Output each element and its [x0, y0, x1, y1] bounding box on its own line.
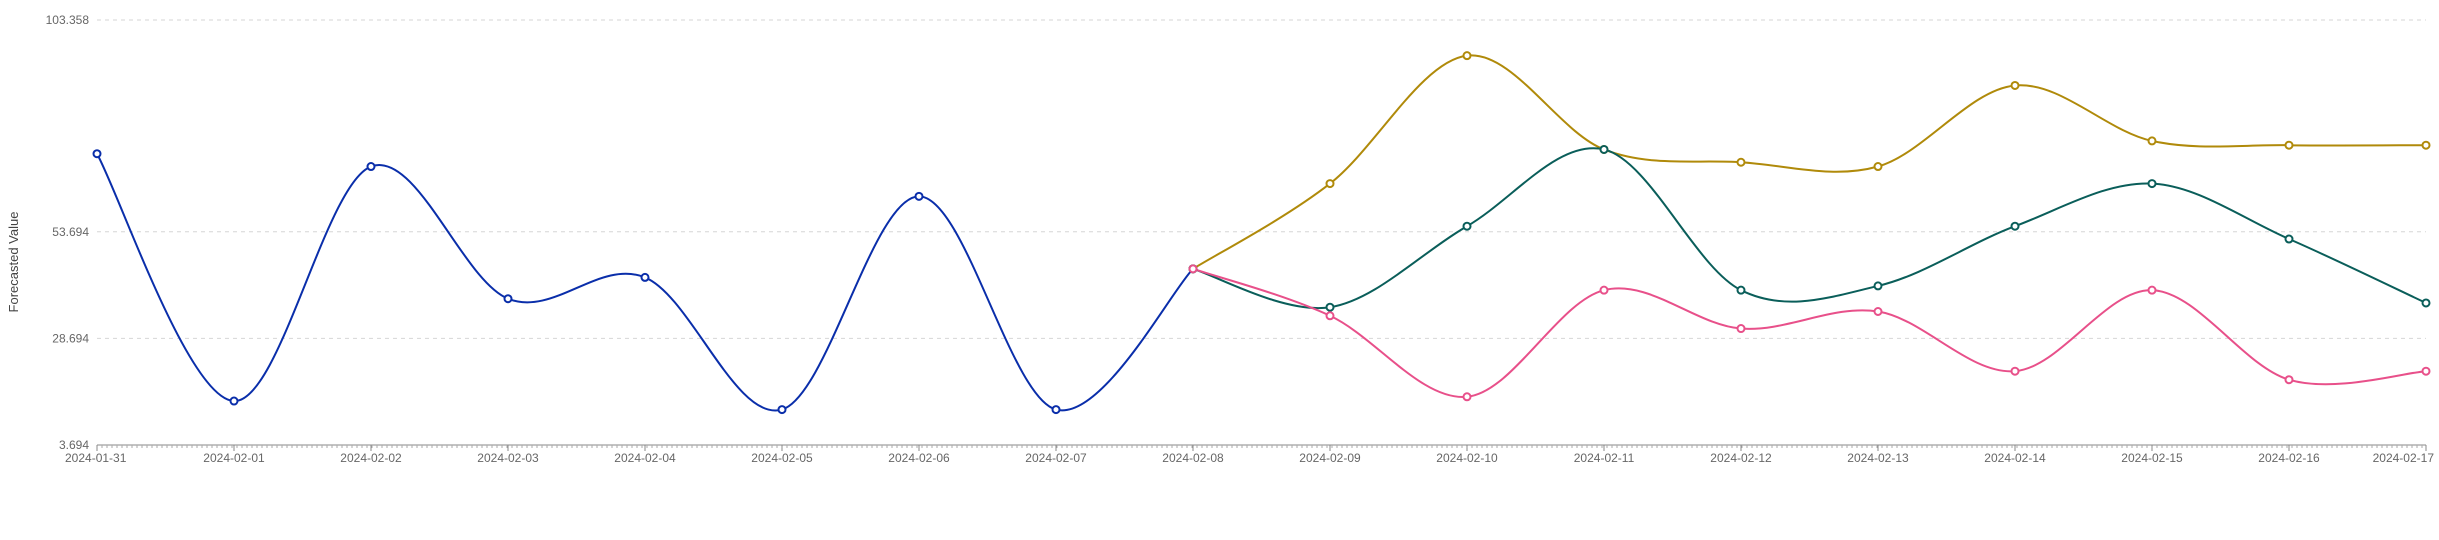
- y-tick-label: 3.694: [59, 438, 89, 452]
- x-tick-label: 2024-02-03: [477, 451, 539, 465]
- x-tick-label: 2024-02-06: [888, 451, 950, 465]
- data-point-series-1[interactable]: [777, 405, 787, 415]
- data-point-series-3[interactable]: [2147, 179, 2157, 189]
- x-tick-label: 2024-02-09: [1299, 451, 1361, 465]
- data-point-series-4[interactable]: [2010, 366, 2020, 376]
- data-point-series-1[interactable]: [1051, 405, 1061, 415]
- data-point-series-2[interactable]: [2010, 80, 2020, 90]
- series-line-2: [1192, 54, 2427, 270]
- axes: [96, 444, 2427, 451]
- data-point-series-2[interactable]: [1873, 162, 1883, 172]
- x-tick-label: 2024-02-04: [614, 451, 676, 465]
- data-point-series-4[interactable]: [2284, 375, 2294, 385]
- data-point-series-3[interactable]: [1325, 302, 1335, 312]
- x-tick-label: 2024-02-05: [751, 451, 813, 465]
- x-tick-label: 2024-02-11: [1574, 451, 1635, 465]
- x-tick-label: 2024-02-10: [1436, 451, 1498, 465]
- x-tick-label: 2024-02-17: [2373, 451, 2435, 465]
- data-point-series-4[interactable]: [1873, 307, 1883, 317]
- data-point-series-4[interactable]: [1736, 324, 1746, 334]
- data-point-series-4[interactable]: [1188, 264, 1198, 274]
- data-point-series-4[interactable]: [1462, 392, 1472, 402]
- x-tick-label: 2024-02-16: [2258, 451, 2320, 465]
- data-point-series-3[interactable]: [1873, 281, 1883, 291]
- data-point-series-3[interactable]: [1736, 285, 1746, 295]
- series-line-1: [96, 153, 1194, 412]
- series-line-4: [1192, 267, 2427, 398]
- x-tick-label: 2024-02-13: [1847, 451, 1909, 465]
- data-point-series-3[interactable]: [1462, 221, 1472, 231]
- series-line-3: [1192, 147, 2427, 310]
- x-tick-label: 2024-02-07: [1025, 451, 1087, 465]
- x-tick-label: 2024-01-31: [65, 451, 127, 465]
- y-tick-label: 103.358: [46, 13, 90, 27]
- data-point-series-1[interactable]: [92, 149, 102, 159]
- x-tick-label: 2024-02-02: [340, 451, 402, 465]
- data-point-series-2[interactable]: [2421, 140, 2431, 150]
- data-point-series-1[interactable]: [914, 191, 924, 201]
- data-point-series-1[interactable]: [503, 294, 513, 304]
- data-point-series-1[interactable]: [640, 272, 650, 282]
- data-point-series-3[interactable]: [2010, 221, 2020, 231]
- data-point-series-2[interactable]: [1462, 51, 1472, 61]
- series-lines: [96, 54, 2427, 412]
- data-point-series-1[interactable]: [366, 162, 376, 172]
- data-point-series-4[interactable]: [2421, 366, 2431, 376]
- x-tick-label: 2024-02-12: [1710, 451, 1772, 465]
- data-point-series-3[interactable]: [1599, 144, 1609, 154]
- data-point-series-2[interactable]: [2284, 140, 2294, 150]
- data-point-series-4[interactable]: [1325, 311, 1335, 321]
- data-point-series-3[interactable]: [2284, 234, 2294, 244]
- data-point-series-4[interactable]: [1599, 285, 1609, 295]
- data-point-series-2[interactable]: [2147, 136, 2157, 146]
- x-tick-label: 2024-02-08: [1162, 451, 1224, 465]
- y-tick-label: 53.694: [52, 225, 89, 239]
- tick-labels: 3.694 28.694 53.694 103.358 2024-01-31 2024-0…: [46, 13, 2435, 465]
- data-points: [92, 51, 2431, 415]
- x-tick-label: 2024-02-15: [2121, 451, 2183, 465]
- data-point-series-3[interactable]: [2421, 298, 2431, 308]
- x-tick-label: 2024-02-14: [1984, 451, 2046, 465]
- y-axis-title: Forecasted Value: [6, 212, 21, 313]
- y-tick-label: 28.694: [52, 331, 89, 345]
- data-point-series-4[interactable]: [2147, 285, 2157, 295]
- data-point-series-2[interactable]: [1736, 157, 1746, 167]
- x-tick-label: 2024-02-01: [203, 451, 265, 465]
- data-point-series-1[interactable]: [229, 396, 239, 406]
- data-point-series-2[interactable]: [1325, 179, 1335, 189]
